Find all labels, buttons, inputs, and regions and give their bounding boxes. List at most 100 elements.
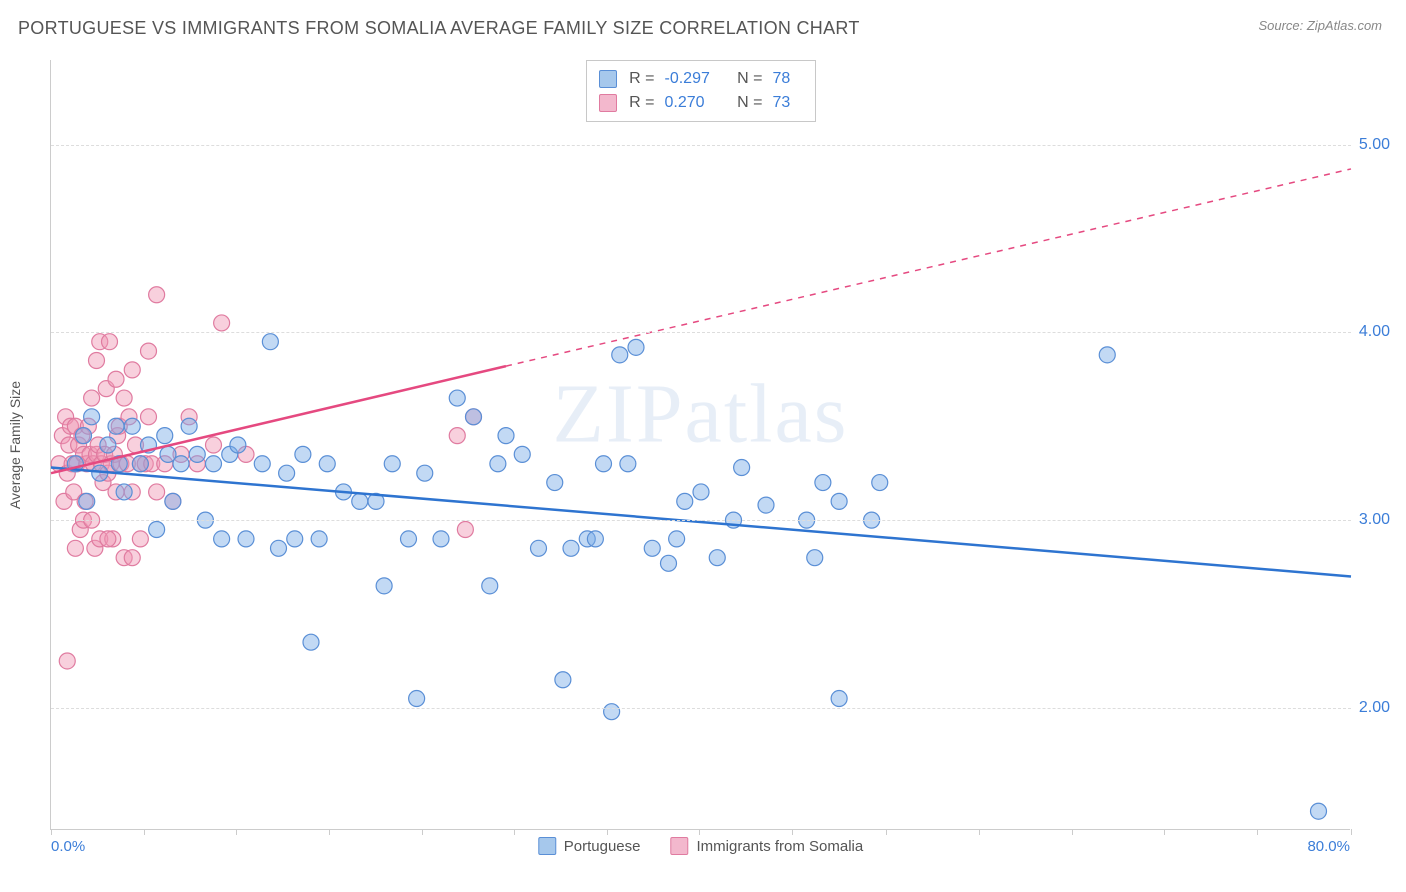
chart-container: Average Family Size 0.0% 80.0% ZIPatlas … <box>50 60 1390 830</box>
data-point <box>417 465 433 481</box>
grid-line <box>51 520 1351 521</box>
legend-label-1: Portuguese <box>564 838 641 855</box>
data-point <box>214 315 230 331</box>
data-point <box>669 531 685 547</box>
data-point <box>433 531 449 547</box>
stat-n-label-1: N = <box>735 67 763 91</box>
data-point <box>409 691 425 707</box>
data-point <box>59 653 75 669</box>
data-point <box>831 691 847 707</box>
x-tick <box>144 829 145 835</box>
data-point <box>230 437 246 453</box>
data-point <box>555 672 571 688</box>
stat-r-label-2: R = <box>627 91 655 115</box>
data-point <box>1311 803 1327 819</box>
data-point <box>76 428 92 444</box>
trend-line-dashed <box>506 169 1351 366</box>
data-point <box>872 475 888 491</box>
swatch-pink <box>599 94 617 112</box>
x-tick <box>422 829 423 835</box>
x-tick <box>1257 829 1258 835</box>
data-point <box>116 484 132 500</box>
x-tick <box>514 829 515 835</box>
y-tick-label: 2.00 <box>1359 699 1390 717</box>
data-point <box>449 428 465 444</box>
data-point <box>498 428 514 444</box>
scatter-plot-svg <box>51 60 1351 830</box>
data-point <box>644 540 660 556</box>
data-point <box>141 343 157 359</box>
stat-r-val-2: 0.270 <box>665 91 725 115</box>
data-point <box>102 334 118 350</box>
legend-swatch-blue <box>538 837 556 855</box>
data-point <box>401 531 417 547</box>
data-point <box>108 418 124 434</box>
stat-r-val-1: -0.297 <box>665 67 725 91</box>
data-point <box>677 493 693 509</box>
x-axis-min: 0.0% <box>51 838 85 855</box>
x-tick <box>329 829 330 835</box>
data-point <box>587 531 603 547</box>
data-point <box>132 456 148 472</box>
swatch-blue <box>599 70 617 88</box>
data-point <box>612 347 628 363</box>
x-tick <box>886 829 887 835</box>
grid-line <box>51 708 1351 709</box>
data-point <box>807 550 823 566</box>
bottom-legend: Portuguese Immigrants from Somalia <box>538 837 863 855</box>
y-tick-label: 5.00 <box>1359 136 1390 154</box>
data-point <box>531 540 547 556</box>
data-point <box>596 456 612 472</box>
data-point <box>189 446 205 462</box>
data-point <box>100 531 116 547</box>
stat-n-label-2: N = <box>735 91 763 115</box>
stats-legend-box: R = -0.297 N = 78 R = 0.270 N = 73 <box>586 60 816 122</box>
data-point <box>661 555 677 571</box>
grid-line <box>51 332 1351 333</box>
legend-swatch-pink <box>671 837 689 855</box>
data-point <box>124 418 140 434</box>
data-point <box>490 456 506 472</box>
data-point <box>384 456 400 472</box>
stat-n-val-2: 73 <box>773 91 803 115</box>
data-point <box>124 362 140 378</box>
legend-item-1: Portuguese <box>538 837 641 855</box>
data-point <box>149 287 165 303</box>
source-label: Source: ZipAtlas.com <box>1258 18 1382 33</box>
data-point <box>287 531 303 547</box>
data-point <box>262 334 278 350</box>
x-tick <box>607 829 608 835</box>
plot-area: Average Family Size 0.0% 80.0% ZIPatlas … <box>50 60 1350 830</box>
data-point <box>84 390 100 406</box>
data-point <box>831 493 847 509</box>
data-point <box>815 475 831 491</box>
data-point <box>173 456 189 472</box>
data-point <box>352 493 368 509</box>
data-point <box>303 634 319 650</box>
stats-row-1: R = -0.297 N = 78 <box>599 67 803 91</box>
data-point <box>628 339 644 355</box>
data-point <box>466 409 482 425</box>
data-point <box>214 531 230 547</box>
data-point <box>1099 347 1115 363</box>
data-point <box>563 540 579 556</box>
data-point <box>734 460 750 476</box>
data-point <box>279 465 295 481</box>
data-point <box>116 390 132 406</box>
data-point <box>132 531 148 547</box>
data-point <box>709 550 725 566</box>
legend-label-2: Immigrants from Somalia <box>697 838 864 855</box>
data-point <box>457 522 473 538</box>
x-tick <box>792 829 793 835</box>
data-point <box>149 522 165 538</box>
data-point <box>100 437 116 453</box>
data-point <box>79 493 95 509</box>
data-point <box>141 409 157 425</box>
data-point <box>376 578 392 594</box>
y-axis-title: Average Family Size <box>7 380 23 508</box>
stat-n-val-1: 78 <box>773 67 803 91</box>
data-point <box>620 456 636 472</box>
stats-row-2: R = 0.270 N = 73 <box>599 91 803 115</box>
data-point <box>181 418 197 434</box>
data-point <box>449 390 465 406</box>
